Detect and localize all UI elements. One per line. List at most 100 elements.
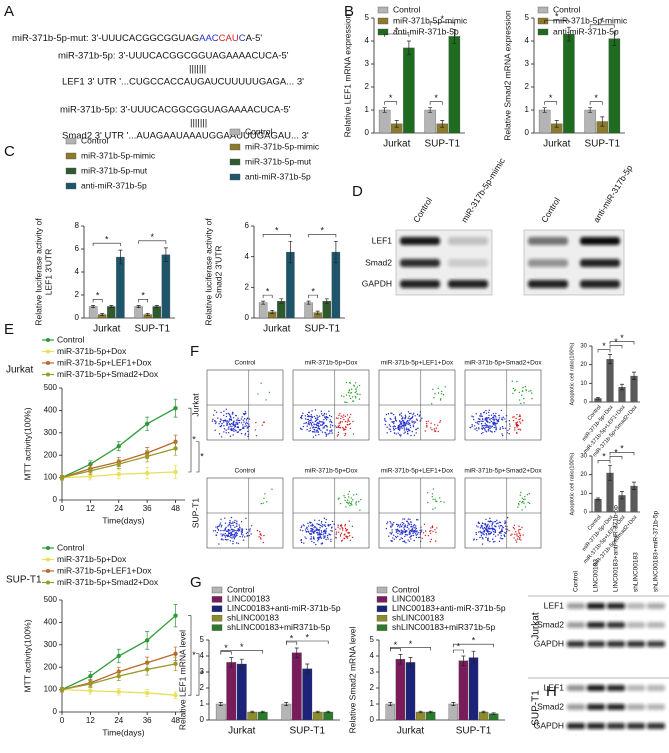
event (519, 414, 521, 416)
event (522, 498, 525, 501)
event (439, 497, 441, 499)
y-tick-label: 8 (75, 221, 80, 230)
event (516, 426, 518, 428)
event (385, 413, 388, 416)
event (437, 430, 439, 433)
legend-label: anti-miR-371b-5p (553, 26, 619, 36)
event (331, 432, 333, 434)
event (512, 416, 514, 418)
event (309, 538, 312, 540)
y-tick-label: 2 (200, 683, 205, 692)
event (518, 532, 521, 535)
event (330, 527, 333, 529)
event (410, 530, 412, 533)
panel-label: F (190, 343, 199, 360)
event (229, 428, 231, 430)
event (232, 524, 234, 527)
event (305, 527, 307, 529)
bar (405, 662, 416, 721)
error-bar (288, 240, 293, 264)
legend-label: shLINC00183+miR371b-5p (227, 622, 331, 632)
y-tick-label: 5 (370, 635, 375, 644)
event (342, 427, 344, 430)
event (431, 526, 434, 528)
event (495, 523, 498, 525)
legend-swatch (211, 615, 223, 622)
event (238, 529, 240, 531)
event (409, 426, 412, 429)
event (324, 536, 326, 539)
error-bar (250, 710, 255, 714)
event (235, 419, 238, 421)
event (312, 524, 314, 527)
y-tick-label: 5 (525, 13, 530, 22)
event (348, 420, 350, 423)
event (480, 526, 483, 528)
bracket (188, 407, 192, 473)
event (480, 422, 483, 425)
event (300, 538, 303, 541)
event (488, 533, 490, 536)
plot-title: miR-371b-5p+LEF1+Dox (381, 468, 454, 475)
legend-swatch (229, 173, 241, 181)
event (233, 538, 236, 540)
y-tick-label: 6 (75, 244, 80, 253)
event (314, 426, 317, 429)
event (485, 518, 487, 521)
event (414, 421, 417, 423)
event (329, 421, 331, 423)
event (229, 418, 231, 421)
event (384, 417, 386, 420)
event (229, 530, 231, 532)
event (256, 529, 259, 532)
event (219, 522, 222, 524)
event (489, 533, 491, 535)
event (475, 531, 477, 534)
event (485, 412, 488, 414)
event (321, 431, 324, 433)
event (214, 422, 217, 425)
event (353, 385, 356, 387)
event (355, 390, 357, 392)
band (607, 603, 625, 609)
event (480, 531, 482, 534)
event (330, 530, 332, 532)
event (230, 423, 233, 425)
event (226, 422, 228, 424)
event (233, 421, 235, 423)
event (487, 539, 489, 542)
x-axis-label: Time(days) (102, 727, 144, 737)
event (222, 529, 224, 532)
event (479, 536, 481, 539)
event (524, 385, 527, 388)
event (313, 541, 315, 544)
event (415, 418, 418, 420)
event (424, 534, 427, 537)
event (400, 422, 403, 425)
legend-swatch (46, 349, 50, 354)
event (307, 423, 309, 425)
event (401, 533, 403, 535)
event (403, 424, 405, 427)
event (487, 430, 490, 432)
significance: * (620, 444, 624, 454)
event (349, 539, 352, 541)
bracket (384, 101, 398, 105)
error-bar (554, 120, 559, 128)
band (400, 280, 440, 288)
event (504, 525, 507, 527)
bar (403, 47, 415, 134)
event (478, 522, 481, 525)
event (229, 523, 231, 525)
event (215, 421, 217, 423)
event (307, 415, 310, 417)
event (430, 427, 432, 429)
event (327, 433, 330, 435)
event (345, 381, 348, 384)
event (224, 532, 227, 535)
error-bar (440, 120, 445, 128)
event (498, 414, 500, 417)
error-bar (324, 298, 329, 304)
event (424, 430, 426, 432)
seq-part: AAC (199, 33, 219, 44)
